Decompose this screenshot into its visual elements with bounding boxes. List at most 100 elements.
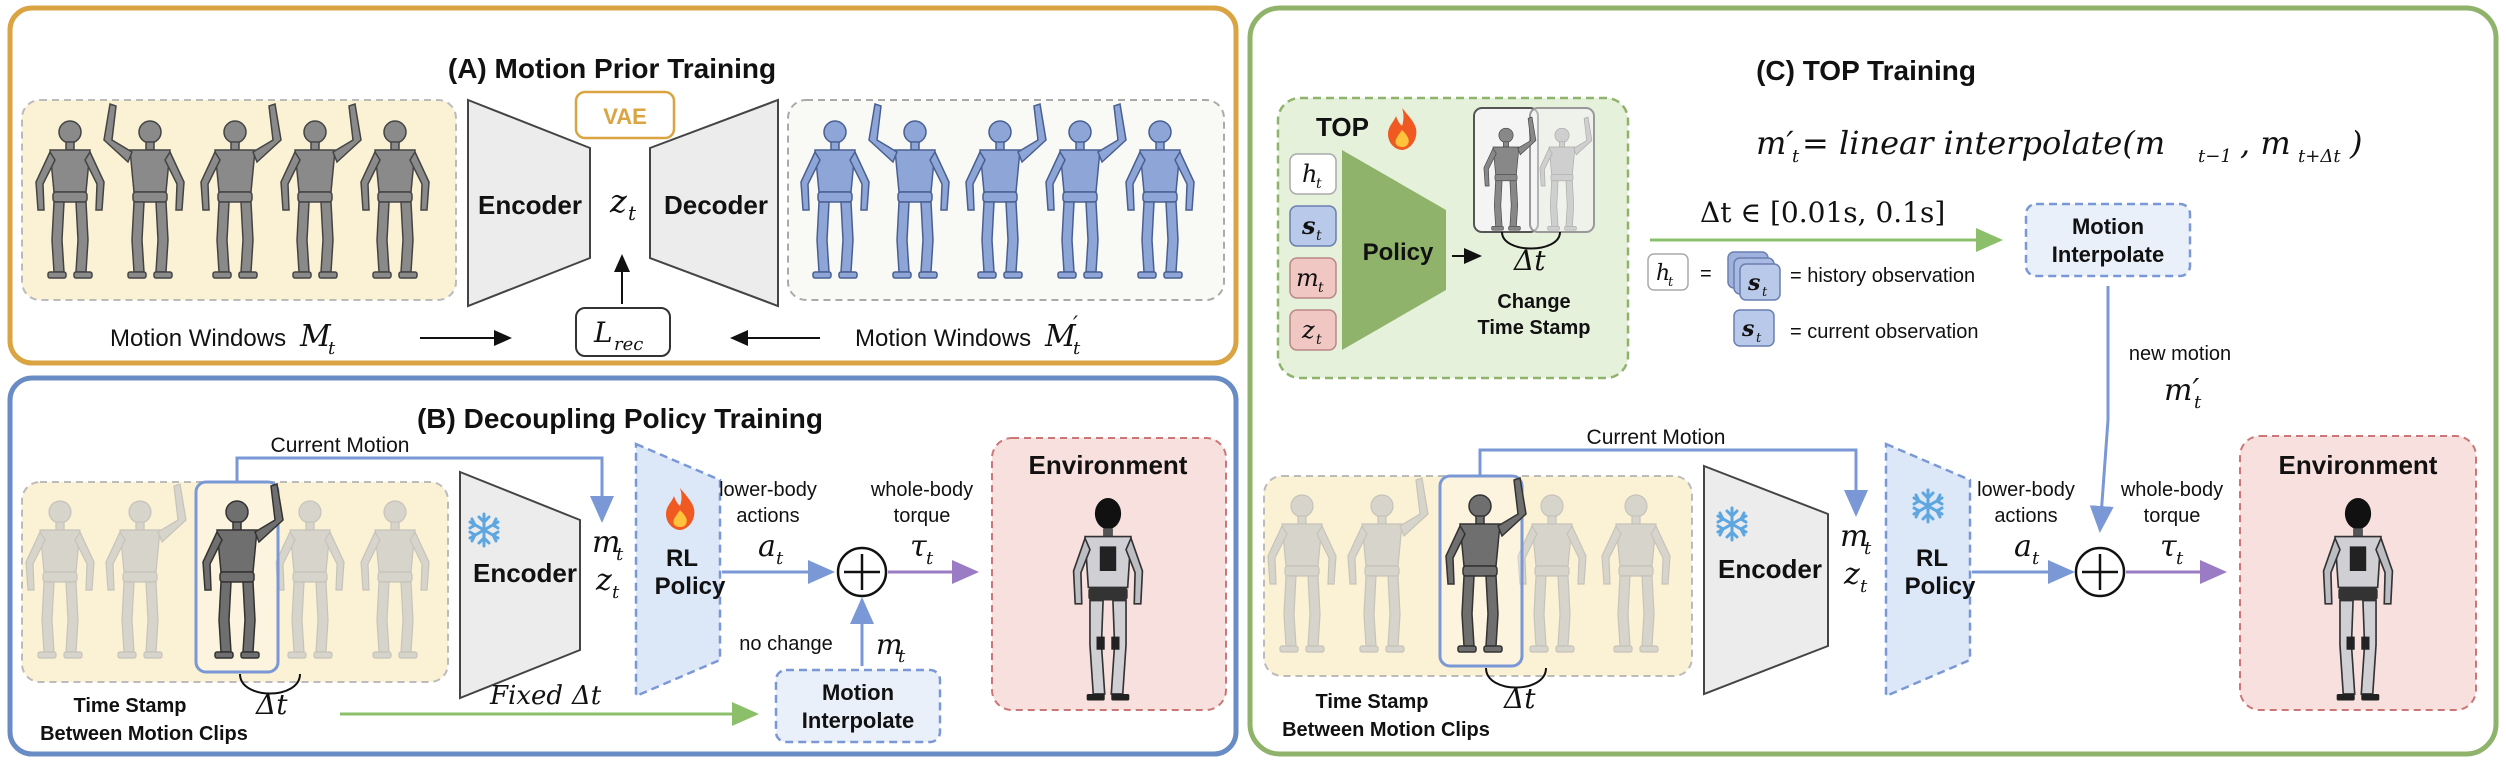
delta-bracket — [239, 673, 301, 695]
new-motion-arrow — [2089, 286, 2114, 533]
h-token — [1289, 153, 1337, 195]
legend-s-sub: t — [1756, 331, 1762, 346]
motion-interpolate-box-c — [2024, 202, 2192, 278]
m-token-sub: t — [1318, 280, 1324, 296]
no-change-label: no change — [739, 633, 832, 655]
a-symbol-c: a — [2014, 529, 2032, 564]
legend-stack-sym: s — [1747, 270, 1760, 296]
rl-label-2: Policy — [655, 573, 726, 600]
current-motion-label-c: Current Motion — [1587, 426, 1726, 449]
new-motion-sub: t — [2194, 392, 2202, 413]
rl-label-1: RL — [666, 545, 698, 572]
panel-b-title: (B) Decoupling Policy Training — [417, 403, 823, 434]
change-label-1: Change — [1497, 291, 1570, 313]
s-token-sub: t — [1316, 228, 1322, 244]
legend-h-sym: h — [1656, 261, 1670, 286]
z-token-sub: t — [1316, 332, 1322, 348]
fixed-delta: Δt — [571, 681, 602, 711]
delta-range: Δt ∈ [0.01s, 0.1s] — [1700, 196, 1945, 229]
vae-badge — [574, 90, 676, 140]
m-token — [1289, 257, 1337, 299]
legend-stack-sub: t — [1762, 285, 1768, 300]
environment-label: Environment — [1029, 450, 1188, 480]
motion-windows-right-sym: M — [1044, 319, 1077, 354]
new-motion-sym: m′ — [2164, 373, 2199, 408]
z-token — [1289, 309, 1337, 351]
formula-mid: = linear interpolate(m — [1802, 124, 2165, 162]
delta-t: Δt — [255, 688, 288, 721]
panel-a-title: (A) Motion Prior Training — [448, 53, 776, 84]
whole-body-c-1: whole-body — [2120, 479, 2223, 501]
z-sub-c: t — [1860, 576, 1868, 597]
new-motion-label: new motion — [2129, 343, 2231, 365]
legend-s — [1733, 309, 1775, 347]
current-motion-arrow — [235, 456, 614, 523]
lower-body-c-1: lower-body — [1977, 479, 2075, 501]
encoder-trapezoid — [467, 98, 591, 308]
mt-sub: t — [898, 646, 906, 667]
lower-body-label-1: lower-body — [719, 479, 817, 501]
lower-body-label-2: actions — [736, 505, 799, 527]
tau-sub-c: t — [2176, 548, 2184, 569]
formula-sub-1: t−1 — [2198, 146, 2232, 167]
m-symbol-c: m — [1840, 519, 1868, 554]
time-stamp-c-2: Between Motion Clips — [1282, 719, 1490, 741]
current-motion-arrow-c — [1478, 448, 1868, 517]
h-token-sub: t — [1316, 176, 1322, 192]
motion-windows-right-label: Motion Windows — [855, 325, 1031, 352]
tau-sub: t — [926, 548, 934, 569]
m-sub-c: t — [1864, 538, 1872, 559]
history-label: = history observation — [1790, 265, 1975, 287]
mi-c-label-2: Interpolate — [2052, 242, 2164, 267]
motion-interpolate-box — [774, 668, 942, 744]
mi-label-1: Motion — [822, 680, 894, 705]
rl-c-label-1: RL — [1916, 545, 1948, 572]
formula-comma: , m — [2240, 124, 2291, 162]
change-bracket — [1501, 231, 1561, 250]
h-token-sym: h — [1302, 160, 1317, 188]
z-token-sym: z — [1301, 316, 1315, 344]
mi-label-2: Interpolate — [802, 708, 914, 733]
encoder-frozen — [459, 470, 581, 700]
fixed-label: Fixed — [489, 681, 563, 711]
vae-label: VAE — [603, 104, 647, 129]
delta-bracket-c — [1485, 667, 1547, 689]
environment-label-c: Environment — [2279, 450, 2438, 480]
formula-sub-2: t+Δt — [2298, 146, 2341, 167]
lower-body-c-2: actions — [1994, 505, 2057, 527]
formula-lhs-sub: t — [1792, 146, 1800, 167]
time-stamp-label-1: Time Stamp — [74, 695, 187, 717]
z-sub: t — [612, 582, 620, 603]
change-label-2: Time Stamp — [1478, 317, 1591, 339]
m-token-sym: m — [1296, 264, 1319, 292]
tau-symbol: τ — [910, 529, 927, 564]
s-token — [1289, 205, 1337, 247]
encoder-label-c: Encoder — [1718, 554, 1822, 584]
top-policy-trapezoid — [1342, 150, 1446, 350]
latent-z-sub: t — [628, 201, 637, 225]
top-label: TOP — [1316, 112, 1369, 142]
formula-lhs: m′ — [1756, 124, 1794, 162]
time-stamp-c-1: Time Stamp — [1316, 691, 1429, 713]
tau-symbol-c: τ — [2160, 529, 2177, 564]
current-motion-label: Current Motion — [271, 434, 410, 457]
formula-end: ) — [2349, 124, 2362, 162]
whole-body-label-2: torque — [894, 505, 951, 527]
legend-h — [1647, 253, 1689, 291]
panel-c-title: (C) TOP Training — [1756, 55, 1976, 86]
motion-windows-left-sub: t — [328, 338, 336, 359]
m-sub: t — [616, 544, 624, 565]
current-label: = current observation — [1790, 321, 1978, 343]
decoder-trapezoid — [649, 98, 779, 308]
time-stamp-label-2: Between Motion Clips — [40, 723, 248, 745]
legend-h-sub: t — [1668, 275, 1674, 290]
motion-windows-left-sym: M — [299, 319, 332, 354]
legend-s-stack — [1739, 263, 1781, 301]
loss-symbol: L — [593, 316, 613, 349]
legend-eq: = — [1700, 263, 1712, 285]
motion-windows-left-label: Motion Windows — [110, 325, 286, 352]
encoder-label: Encoder — [478, 190, 582, 220]
m-symbol: m — [592, 525, 620, 560]
legend-s-sym: s — [1741, 316, 1754, 342]
